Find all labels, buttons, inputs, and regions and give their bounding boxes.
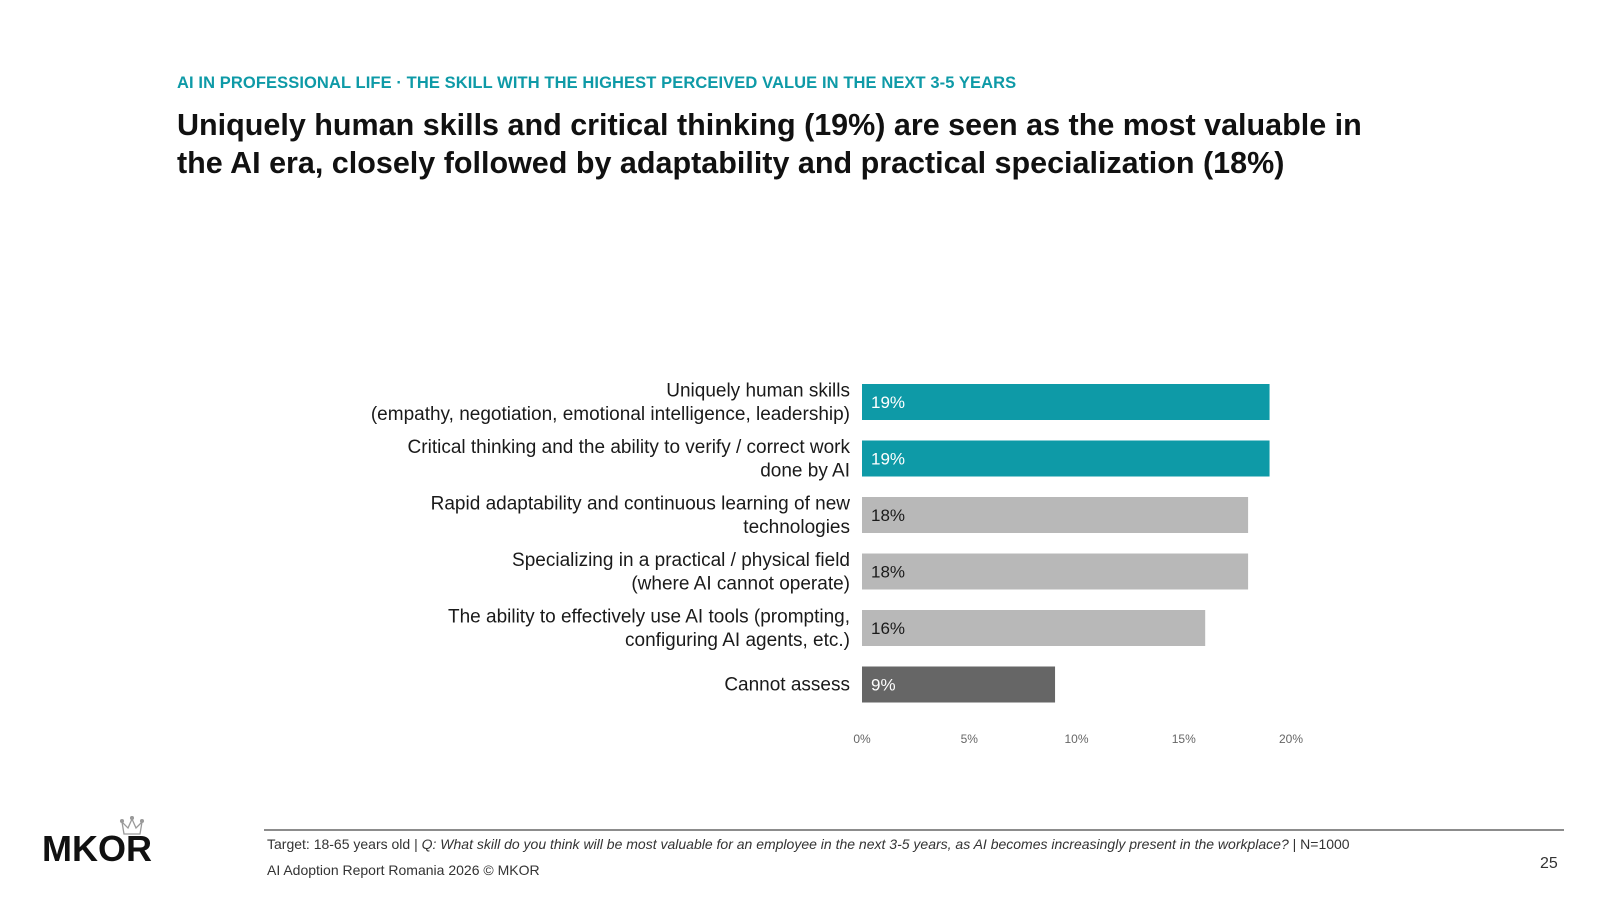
bar-value-label-4: 18% [871,563,905,582]
page-title-line-2: the AI era, closely followed by adaptabi… [177,146,1285,180]
bar-5 [862,610,1206,646]
category-label-4-line-1: Specializing in a practical / physical f… [512,550,850,571]
page-number: 25 [1540,855,1558,872]
bar-3 [862,497,1249,533]
footnote-sample: | N=1000 [1288,836,1350,852]
x-tick-label-1: 0% [853,732,871,746]
bar-value-label-1: 19% [871,393,905,412]
bar-2 [862,440,1270,477]
x-tick-label-5: 20% [1279,732,1303,746]
bar-1 [862,384,1270,420]
category-label-1-line-2: (empathy, negotiation, emotional intelli… [371,404,850,425]
category-label-3-line-2: technologies [743,517,850,538]
page-title-line-1: Uniquely human skills and critical think… [177,108,1362,142]
crown-icon [119,816,145,835]
bar-4 [862,553,1249,590]
footnote-target: Target: 18-65 years old | [267,836,422,852]
category-label-1-line-1: Uniquely human skills [666,380,850,401]
page-title: Uniquely human skills and critical think… [177,106,1577,182]
category-label-3-line-1: Rapid adaptability and continuous learni… [431,493,851,514]
section-eyebrow: AI IN PROFESSIONAL LIFE · THE SKILL WITH… [177,74,1017,92]
x-tick-label-2: 5% [961,732,979,746]
bar-chart: 19% Uniquely human skills (empathy, negoti… [371,380,1303,746]
category-label-6-line-1: Cannot assess [724,675,850,696]
bar-6 [862,666,1056,703]
category-label-5-line-2: configuring AI agents, etc.) [625,630,850,651]
category-label-2-line-2: done by AI [760,460,850,481]
category-label-5-line-1: The ability to effectively use AI tools … [448,606,850,627]
bar-value-label-3: 18% [871,506,905,525]
category-label-2-line-1: Critical thinking and the ability to ver… [408,437,851,458]
bar-value-label-6: 9% [871,676,896,695]
mkor-logo: MKOR [42,816,152,866]
footnote-question: Q: What skill do you think will be most … [421,836,1289,852]
x-tick-label-3: 10% [1064,732,1088,746]
copyright-text: AI Adoption Report Romania 2026 © MKOR [267,862,540,878]
bar-value-label-2: 19% [871,450,905,469]
footer-divider [264,829,1564,831]
logo-wordmark: MKOR [42,828,152,866]
x-tick-label-4: 15% [1172,732,1196,746]
category-label-4-line-2: (where AI cannot operate) [631,573,850,594]
footnote: Target: 18-65 years old | Q: What skill … [267,836,1350,852]
bar-value-label-5: 16% [871,619,905,638]
